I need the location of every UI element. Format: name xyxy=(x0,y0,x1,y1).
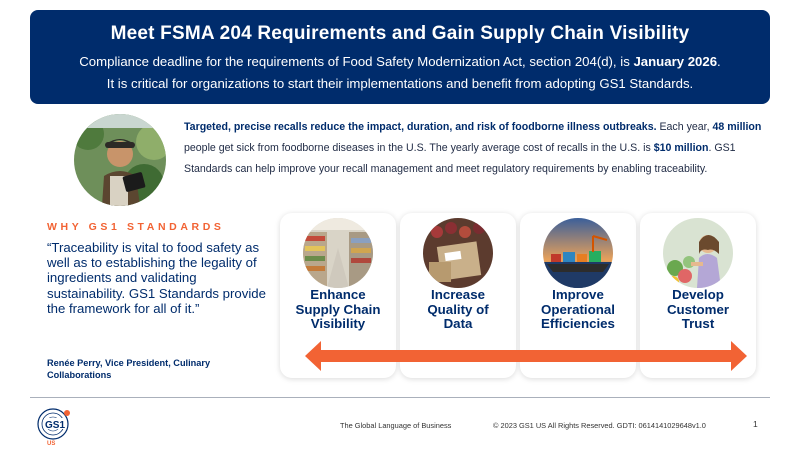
banner-subtitle: Compliance deadline for the requirements… xyxy=(30,51,770,95)
banner-line2-text: It is critical for organizations to star… xyxy=(106,76,694,91)
banner-title: Meet FSMA 204 Requirements and Gain Supp… xyxy=(110,23,690,44)
intro-paragraph: Targeted, precise recalls reduce the imp… xyxy=(184,117,774,180)
footer-tagline: The Global Language of Business xyxy=(340,421,452,430)
intro-stat-cost: $10 million xyxy=(653,142,709,154)
banner-line1-text: Compliance deadline for the requirements… xyxy=(79,54,634,69)
page-number: 1 xyxy=(753,419,758,429)
intro-lead: Targeted, precise recalls reduce the imp… xyxy=(184,121,657,133)
intro-stat-illness: 48 million xyxy=(712,121,762,133)
intro-text-1: Each year, xyxy=(656,121,713,133)
gs1-us-logo: GS1 US xyxy=(37,408,70,447)
banner-line1-end: . xyxy=(717,54,721,69)
benefit-label: Increase Quality of Data xyxy=(427,287,489,331)
testimonial-quote: “Traceability is vital to food safety as… xyxy=(47,240,266,316)
benefit-label: Develop Customer Trust xyxy=(666,287,730,331)
grocery-aisle-image xyxy=(303,218,373,288)
footer-copyright: © 2023 GS1 US All Rights Reserved. GDTI:… xyxy=(493,421,706,430)
double-arrow-icon xyxy=(305,341,747,371)
intro-text-2: people get sick from foodborne diseases … xyxy=(184,142,654,154)
person-tablet-photo xyxy=(74,114,166,206)
why-gs1-label: WHY GS1 STANDARDS xyxy=(47,221,225,233)
benefit-label: Enhance Supply Chain Visibility xyxy=(295,287,381,331)
header-banner: Meet FSMA 204 Requirements and Gain Supp… xyxy=(30,10,770,104)
shipping-port-image xyxy=(543,218,613,288)
logo-text: GS1 xyxy=(45,420,65,431)
produce-boxes-image xyxy=(423,218,493,288)
logo-sub: US xyxy=(47,441,55,447)
shopper-produce-image xyxy=(663,218,733,288)
banner-deadline: January 2026 xyxy=(633,54,718,69)
intro-text-3: . GS1 Standards can help improve your re… xyxy=(184,142,736,175)
testimonial-attribution: Renée Perry, Vice President, Culinary Co… xyxy=(47,358,211,380)
benefit-label: Improve Operational Efficiencies xyxy=(541,287,615,331)
footer-divider xyxy=(30,397,770,398)
